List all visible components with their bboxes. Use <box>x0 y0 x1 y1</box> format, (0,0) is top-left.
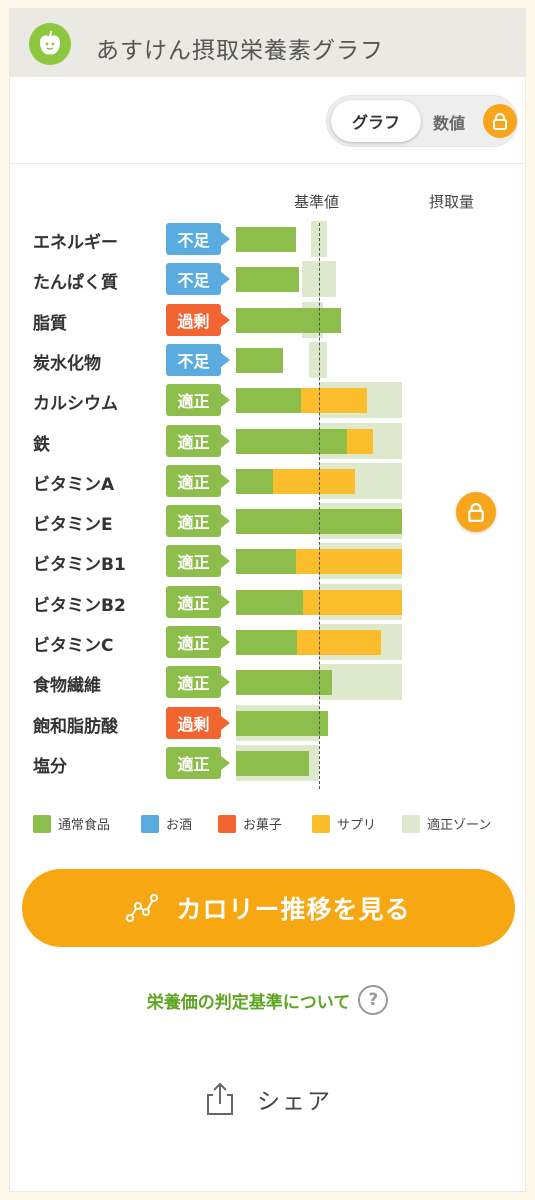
legend-item: お酒 <box>141 814 192 833</box>
baseline-line <box>319 223 320 789</box>
apple-logo-icon <box>29 23 71 65</box>
nutrient-label: 鉄 <box>33 434 50 455</box>
series-bar-通常食品 <box>236 630 297 655</box>
legend-label: サプリ <box>337 818 377 833</box>
zone-bar <box>309 341 328 378</box>
status-badge: 過剰 <box>166 303 230 336</box>
status-badge: 不足 <box>166 343 230 376</box>
status-badge: 過剰 <box>166 706 230 739</box>
divider <box>10 163 525 164</box>
status-badge: 不足 <box>166 223 230 255</box>
zone-bar <box>302 261 336 298</box>
series-bar-通常食品 <box>236 428 348 454</box>
status-badge: 適正 <box>166 424 230 457</box>
status-badge: 適正 <box>166 384 230 417</box>
status-badge: 適正 <box>166 666 230 699</box>
nutrient-label: 炭水化物 <box>33 353 101 374</box>
series-bar-通常食品 <box>236 710 329 736</box>
toggle-value-option[interactable]: 数値 <box>433 114 466 133</box>
series-bar-サプリ <box>295 549 402 575</box>
share-icon <box>207 1082 233 1115</box>
criteria-label[interactable]: 栄養価の判定基準について <box>146 992 351 1013</box>
toggle-graph-option[interactable]: グラフ <box>331 100 421 142</box>
legend-item: お菓子 <box>218 814 282 833</box>
criteria-link[interactable]: 栄養価の判定基準について ? <box>10 985 525 1015</box>
legend-label: 適正ゾーン <box>427 818 492 833</box>
legend-swatch <box>218 814 236 833</box>
nutrient-label: 塩分 <box>33 756 67 777</box>
series-bar-通常食品 <box>236 388 301 414</box>
series-bar-通常食品 <box>236 750 310 776</box>
nutrient-label: ビタミンB1 <box>33 555 126 576</box>
status-badge: 適正 <box>166 505 230 538</box>
legend-item: 通常食品 <box>33 814 110 833</box>
line-chart-icon <box>126 894 159 922</box>
nutrient-label: 脂質 <box>33 313 67 334</box>
series-bar-通常食品 <box>236 589 304 615</box>
legend-label: お菓子 <box>243 818 283 833</box>
nutrient-label: カルシウム <box>33 394 118 415</box>
legend-swatch <box>33 814 51 833</box>
intake-column-header: 摂取量 <box>429 193 475 211</box>
series-bar-サプリ <box>300 388 368 414</box>
help-icon[interactable]: ? <box>358 985 389 1015</box>
app-header: あすけん摂取栄養素グラフ <box>10 9 525 77</box>
legend-label: 通常食品 <box>58 818 111 833</box>
series-bar-通常食品 <box>236 267 300 293</box>
nutrient-label: 食物繊維 <box>33 676 101 697</box>
nutrient-label: 飽和脂肪酸 <box>33 716 118 737</box>
series-bar-通常食品 <box>236 347 284 373</box>
view-toggle[interactable]: グラフ 数値 <box>326 95 518 147</box>
legend-item: サプリ <box>312 814 376 833</box>
status-badge: 適正 <box>166 585 230 618</box>
main-card: あすけん摂取栄養素グラフ グラフ 数値 基準値 摂取量 エネルギー 不足 たんぱく質… <box>9 8 526 1192</box>
share-label: シェア <box>257 1089 332 1115</box>
series-bar-サプリ <box>296 630 382 655</box>
lock-icon[interactable] <box>456 492 496 532</box>
legend-swatch <box>141 814 159 833</box>
series-bar-通常食品 <box>236 307 342 333</box>
lock-icon <box>483 104 517 138</box>
legend-item: 適正ゾーン <box>402 814 491 833</box>
page-title: あすけん摂取栄養素グラフ <box>96 38 384 64</box>
series-bar-通常食品 <box>236 670 333 696</box>
status-badge: 不足 <box>166 263 230 296</box>
legend-swatch <box>402 814 420 833</box>
calorie-trend-button[interactable]: カロリー推移を見る <box>22 869 515 947</box>
nutrient-label: ビタミンB2 <box>33 595 126 616</box>
nutrient-label: ビタミンC <box>33 636 114 656</box>
series-bar-サプリ <box>273 468 355 494</box>
nutrient-label: エネルギー <box>33 233 118 253</box>
legend-label: お酒 <box>166 818 193 833</box>
nutrient-label: ビタミンA <box>33 474 115 495</box>
zone-bar <box>310 221 328 257</box>
baseline-column-header: 基準値 <box>294 193 340 211</box>
calorie-trend-label: カロリー推移を見る <box>176 895 411 924</box>
legend-swatch <box>312 814 330 833</box>
status-badge: 適正 <box>166 746 230 779</box>
series-bar-サプリ <box>347 428 373 454</box>
series-bar-通常食品 <box>236 227 296 252</box>
status-badge: 適正 <box>166 626 230 658</box>
nutrient-label: ビタミンE <box>33 515 113 536</box>
nutrient-label: たんぱく質 <box>33 273 118 294</box>
status-badge: 適正 <box>166 545 230 578</box>
series-bar-通常食品 <box>236 468 274 494</box>
share-button[interactable]: シェア <box>10 1081 525 1117</box>
series-bar-通常食品 <box>236 549 296 575</box>
zone-bar <box>319 664 402 701</box>
status-badge: 適正 <box>166 464 230 497</box>
